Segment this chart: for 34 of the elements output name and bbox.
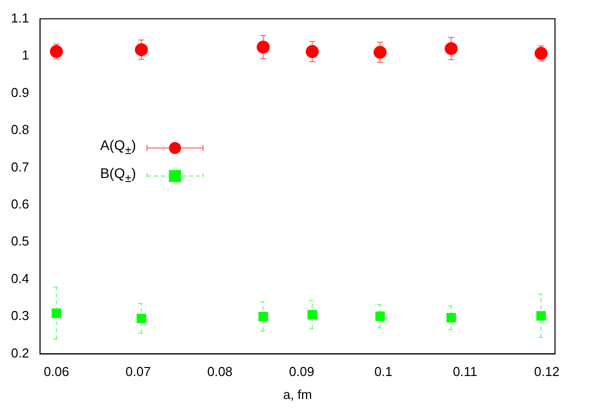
point	[444, 42, 458, 56]
x-tick-label: 0.07	[125, 364, 151, 380]
point	[136, 314, 146, 324]
point	[375, 311, 385, 321]
x-tick-label: 0.1	[374, 364, 392, 380]
y-tick-label: 0.7	[10, 159, 30, 174]
point	[134, 43, 148, 56]
x-axis-title: a, fm	[283, 386, 312, 402]
legend-label: A(Q$_{±}$)	[100, 136, 138, 160]
y-tick-label: 0.5	[10, 234, 30, 249]
y-tick-label: 0.2	[10, 345, 30, 360]
x-tick-label: 0.11	[452, 364, 478, 380]
y-tick-label: 0.4	[10, 270, 30, 286]
point	[534, 46, 548, 60]
point	[446, 312, 456, 322]
x-tick-label: 0.12	[534, 364, 560, 380]
y-tick-label: 1.1	[10, 10, 30, 26]
x-tick-label: 0.09	[288, 364, 314, 380]
point	[256, 40, 270, 54]
x-tick-label: 0.08	[207, 364, 233, 380]
point	[258, 312, 268, 322]
point	[536, 311, 546, 321]
y-tick-label: 0.3	[10, 308, 30, 324]
legend-label: B(Q$_{±}$)	[100, 164, 138, 187]
point	[308, 310, 317, 320]
y-tick-label: 0.6	[10, 196, 30, 212]
y-tick-label: 0.8	[10, 122, 30, 138]
point	[374, 46, 387, 59]
y-tick-label: 1	[22, 48, 30, 63]
y-tick-label: 0.9	[10, 84, 30, 100]
point	[50, 45, 63, 58]
point	[52, 308, 62, 318]
x-tick-label: 0.06	[44, 364, 70, 380]
point	[306, 45, 319, 58]
